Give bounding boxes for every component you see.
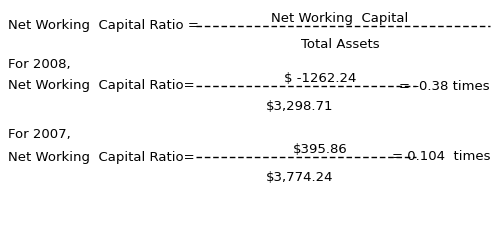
Text: = -0.38 times: = -0.38 times	[399, 79, 490, 92]
Text: $3,774.24: $3,774.24	[266, 171, 334, 184]
Text: For 2007,: For 2007,	[8, 128, 71, 141]
Text: $3,298.71: $3,298.71	[266, 100, 334, 113]
Text: = 0.104  times: = 0.104 times	[391, 151, 490, 164]
Text: Net Working  Capital Ratio=: Net Working Capital Ratio=	[8, 79, 195, 92]
Text: Net Working  Capital Ratio=: Net Working Capital Ratio=	[8, 151, 195, 164]
Text: $395.86: $395.86	[293, 143, 348, 156]
Text: Net Working  Capital Ratio =: Net Working Capital Ratio =	[8, 20, 203, 32]
Text: For 2008,: For 2008,	[8, 58, 71, 71]
Text: $ -1262.24: $ -1262.24	[284, 72, 356, 85]
Text: Total Assets: Total Assets	[301, 38, 379, 51]
Text: Net Working  Capital: Net Working Capital	[271, 12, 409, 25]
